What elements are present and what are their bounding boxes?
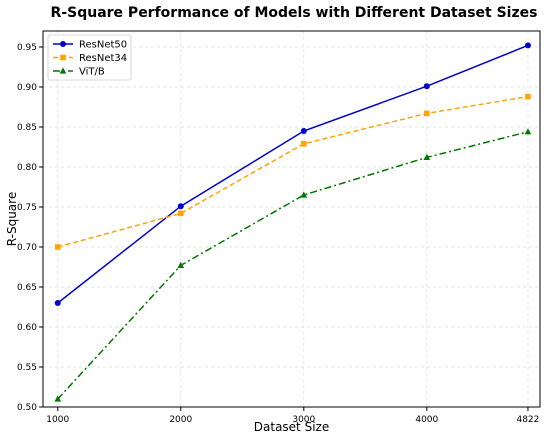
x-tick-label: 1000: [46, 415, 69, 425]
data-point: [300, 128, 307, 134]
data-point: [524, 42, 531, 49]
legend-label: ViT/B: [79, 67, 105, 78]
legend-entry: ResNet34: [53, 53, 127, 64]
y-tick-label: 0.50: [17, 403, 37, 413]
data-point: [525, 93, 531, 100]
y-tick-label: 0.75: [17, 203, 37, 213]
data-point: [424, 110, 430, 117]
series-line-resnet50: [57, 44, 529, 304]
series-line-vit-b: [57, 131, 529, 400]
y-tick-label: 0.90: [17, 83, 37, 93]
y-tick-label: 0.65: [17, 283, 37, 293]
x-tick-label: 2000: [169, 415, 192, 425]
data-point: [177, 261, 185, 268]
data-point: [423, 153, 431, 160]
chart-title: R-Square Performance of Models with Diff…: [51, 5, 538, 21]
y-tick-label: 0.60: [17, 323, 37, 333]
y-tick-label: 0.55: [17, 363, 37, 373]
y-tick-label: 0.70: [17, 243, 37, 253]
y-tick-label: 0.95: [17, 43, 37, 53]
data-point: [524, 128, 532, 135]
legend-marker: [60, 41, 66, 47]
series-resnet34: [54, 93, 531, 250]
legend-entry: ViT/B: [53, 67, 105, 78]
data-point: [423, 83, 430, 90]
axis-ticks: 0.50 0.55 0.60 0.65 0.70 0.75 0.80 0.85 0.90 0.95…: [17, 43, 539, 425]
data-point: [54, 395, 62, 402]
data-point: [54, 300, 61, 306]
data-point: [177, 210, 184, 217]
x-tick-label: 4000: [415, 415, 438, 425]
legend: ResNet50 ResNet34 ViT/B: [47, 34, 132, 81]
legend-marker: [60, 54, 66, 61]
x-tick-label: 3000: [292, 415, 315, 425]
legend-entry: ResNet50: [53, 40, 127, 51]
legend-label: ResNet50: [79, 40, 127, 51]
series-resnet50: [54, 42, 531, 306]
legend-box: [47, 34, 132, 81]
series-layer: [54, 42, 532, 402]
grid: [43, 31, 540, 408]
x-axis-label: Dataset Size: [254, 420, 329, 434]
y-tick-label: 0.85: [17, 123, 37, 133]
plot-frame: [42, 30, 541, 408]
data-point: [301, 141, 307, 147]
data-point: [300, 191, 308, 198]
y-axis-label: R-Square: [5, 192, 19, 246]
data-point: [54, 244, 61, 250]
y-tick-label: 0.80: [17, 163, 37, 173]
series-line-resnet34: [57, 95, 529, 248]
x-tick-label: 4822: [516, 415, 539, 425]
legend-marker: [59, 67, 67, 74]
data-point: [177, 203, 184, 210]
legend-label: ResNet34: [79, 53, 127, 64]
series-vit-b: [54, 128, 532, 402]
